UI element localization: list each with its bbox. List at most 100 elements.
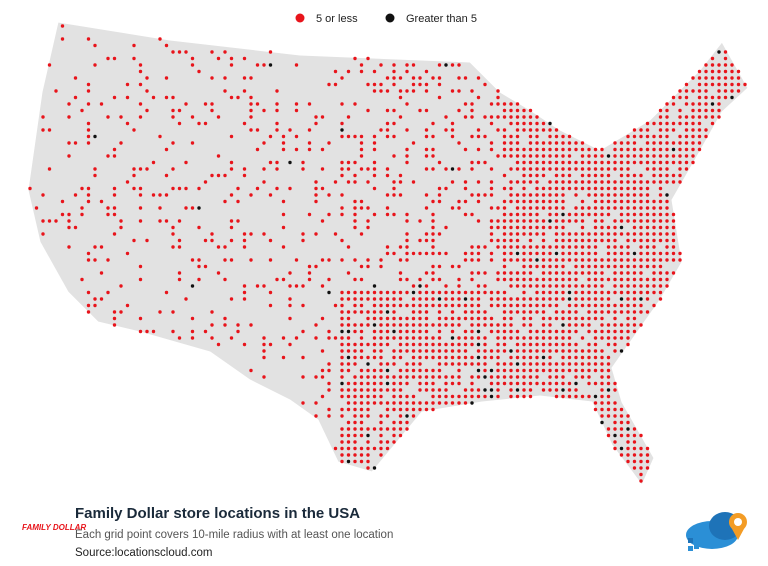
store-dot bbox=[359, 459, 364, 464]
store-dot bbox=[535, 329, 539, 334]
store-dot bbox=[535, 258, 539, 262]
store-dot bbox=[528, 251, 533, 256]
store-dot bbox=[431, 355, 435, 360]
store-dot bbox=[632, 427, 637, 431]
store-dot bbox=[190, 141, 195, 145]
store-dot bbox=[281, 199, 286, 204]
store-dot bbox=[372, 212, 377, 217]
store-dot bbox=[379, 82, 383, 87]
store-dot bbox=[190, 284, 195, 288]
store-dot bbox=[606, 225, 611, 230]
store-dot bbox=[327, 277, 331, 282]
store-dot bbox=[489, 349, 494, 353]
store-dot bbox=[86, 290, 91, 295]
store-dot bbox=[366, 206, 370, 210]
store-dot bbox=[541, 141, 546, 145]
store-dot bbox=[600, 225, 604, 230]
store-dot bbox=[463, 199, 468, 204]
store-dot bbox=[593, 219, 598, 223]
store-dot bbox=[561, 212, 565, 217]
store-dot bbox=[606, 381, 611, 386]
store-dot bbox=[333, 446, 338, 451]
store-dot bbox=[509, 219, 513, 223]
store-dot bbox=[736, 89, 741, 93]
store-dot bbox=[346, 388, 351, 392]
store-dot bbox=[301, 401, 305, 405]
store-dot bbox=[645, 297, 650, 301]
store-dot bbox=[541, 303, 546, 308]
store-dot bbox=[528, 232, 533, 236]
store-dot bbox=[489, 323, 494, 327]
store-dot bbox=[398, 76, 403, 80]
store-dot bbox=[281, 245, 286, 249]
store-dot bbox=[574, 277, 578, 282]
store-dot bbox=[606, 232, 611, 236]
store-dot bbox=[587, 271, 591, 275]
store-dot bbox=[600, 323, 604, 327]
store-dot bbox=[567, 219, 572, 223]
store-dot bbox=[593, 362, 598, 366]
store-dot bbox=[366, 401, 370, 405]
store-dot bbox=[242, 238, 247, 243]
store-dot bbox=[398, 433, 403, 438]
store-dot bbox=[528, 368, 533, 373]
store-dot bbox=[457, 199, 461, 204]
store-dot bbox=[502, 147, 507, 152]
store-dot bbox=[671, 147, 676, 152]
store-dot bbox=[697, 82, 702, 87]
store-dot bbox=[405, 381, 409, 386]
store-dot bbox=[470, 245, 474, 249]
store-dot bbox=[275, 160, 279, 165]
store-dot bbox=[606, 303, 611, 308]
store-dot bbox=[418, 368, 422, 373]
store-dot bbox=[678, 134, 682, 139]
store-dot bbox=[411, 89, 416, 93]
store-dots bbox=[28, 24, 747, 483]
store-dot bbox=[379, 297, 383, 301]
store-dot bbox=[86, 134, 91, 139]
store-dot bbox=[164, 76, 169, 80]
store-dot bbox=[691, 115, 695, 119]
store-dot bbox=[541, 154, 546, 158]
store-dot bbox=[398, 303, 403, 308]
store-dot bbox=[366, 375, 370, 379]
store-dot bbox=[392, 440, 396, 444]
store-dot bbox=[164, 193, 169, 197]
store-dot bbox=[613, 349, 617, 353]
store-dot bbox=[418, 342, 422, 347]
store-dot bbox=[444, 225, 448, 230]
store-dot bbox=[561, 167, 565, 171]
store-dot bbox=[730, 69, 734, 74]
store-dot bbox=[515, 108, 520, 113]
store-dot bbox=[463, 212, 468, 217]
store-dot bbox=[593, 225, 598, 230]
store-dot bbox=[678, 251, 682, 256]
store-dot bbox=[554, 141, 559, 145]
store-dot bbox=[138, 316, 143, 321]
store-dot bbox=[567, 147, 572, 152]
store-dot bbox=[593, 160, 598, 165]
store-dot bbox=[28, 186, 32, 191]
store-dot bbox=[522, 219, 526, 223]
store-dot bbox=[223, 316, 227, 321]
store-dot bbox=[444, 290, 448, 295]
store-dot bbox=[424, 342, 429, 347]
store-dot bbox=[333, 82, 338, 87]
store-dot bbox=[548, 251, 552, 256]
store-dot bbox=[522, 258, 526, 262]
store-dot bbox=[613, 258, 617, 262]
store-dot bbox=[236, 219, 240, 223]
store-dot bbox=[158, 134, 162, 139]
store-dot bbox=[372, 310, 377, 314]
store-dot bbox=[346, 381, 351, 386]
store-dot bbox=[307, 147, 312, 152]
store-dot bbox=[509, 108, 513, 113]
store-dot bbox=[580, 316, 585, 321]
store-dot bbox=[340, 394, 344, 399]
store-dot bbox=[125, 251, 130, 256]
store-dot bbox=[626, 245, 630, 249]
store-dot bbox=[574, 284, 578, 288]
store-dot bbox=[626, 310, 630, 314]
store-dot bbox=[567, 355, 572, 360]
store-dot bbox=[541, 316, 546, 321]
